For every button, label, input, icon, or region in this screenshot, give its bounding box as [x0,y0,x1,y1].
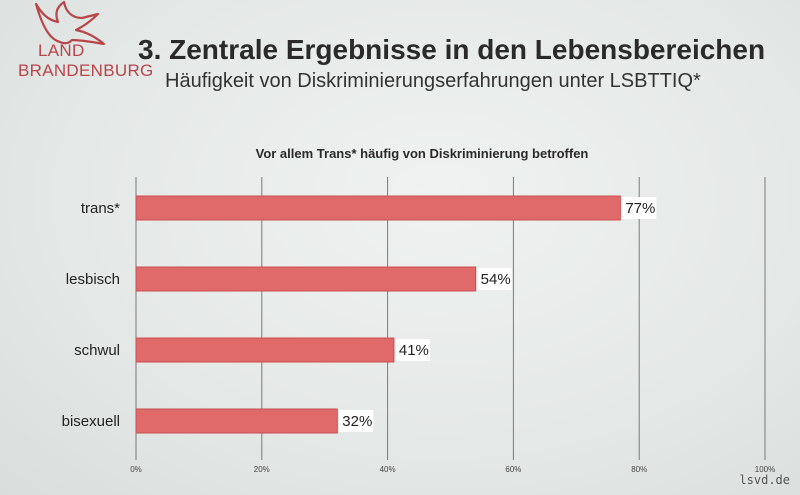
value-label: 54% [481,271,511,288]
watermark: lsvd.de [739,473,790,487]
x-tick-label: 0% [130,465,142,474]
x-tick-label: 100% [755,465,775,474]
value-label-background [339,410,374,432]
bar [135,337,395,363]
category-label: trans* [81,200,120,217]
bar [135,266,477,292]
value-label: 32% [342,413,372,430]
value-label-background [622,197,657,219]
value-label: 41% [399,342,429,359]
brandenburg-eagle-logo-icon [34,0,106,46]
x-tick-label: 20% [254,465,270,474]
bar [135,195,621,221]
x-tick-label: 60% [505,465,521,474]
logo-brandenburg-text: BRANDENBURG [18,61,154,80]
bars [135,195,621,434]
chart-title: Vor allem Trans* häufig von Diskriminier… [256,146,589,161]
x-tick-label: 80% [631,465,647,474]
value-label-background [395,339,430,361]
value-label: 77% [625,200,655,217]
labels: 0% 20% 40% 60% 80% 100% trans* 77% lesbisch 54% sc… [62,197,775,474]
bar [135,408,338,434]
page-title: 3. Zentrale Ergebnisse in den Lebensbere… [138,34,766,65]
category-label: bisexuell [62,413,120,430]
category-label: schwul [74,342,120,359]
x-tick-label: 40% [380,465,396,474]
value-label-background [477,268,512,290]
logo-land-text: LAND [38,41,85,60]
page-subtitle: Häufigkeit von Diskriminierungserfahrung… [165,70,701,92]
category-label: lesbisch [66,271,120,288]
